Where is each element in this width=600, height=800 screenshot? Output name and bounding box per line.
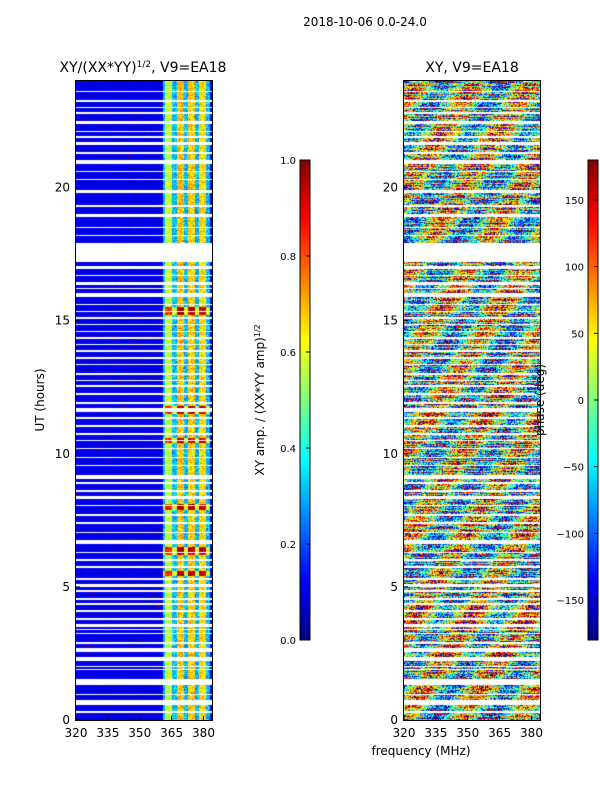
y-tick-label: 0 (390, 713, 398, 727)
y-tick-label: 15 (55, 314, 70, 328)
amplitude-heatmap (76, 81, 212, 720)
x-tick-label: 380 (192, 726, 215, 740)
colorbar-tick-label: 0.0 (280, 636, 296, 647)
amplitude-plot-frame (75, 80, 213, 721)
phase-colorbar-label: phase (deg) (533, 364, 547, 436)
phase-x-axis: 320 335 350 365 380 (393, 716, 543, 740)
y-tick-label: 5 (62, 580, 70, 594)
x-tick-label: 350 (456, 726, 479, 740)
x-tick-label: 365 (488, 726, 511, 740)
amplitude-y-axis: 0 5 10 15 20 (55, 181, 80, 727)
x-tick-label: 320 (65, 726, 88, 740)
phase-panel-title: XY, V9=EA18 (425, 60, 519, 76)
colorbar-tick-label: 0.2 (280, 540, 296, 551)
colorbar-tick-label: 100 (565, 263, 584, 274)
amplitude-panel-title: XY/(XX*YY)1/2, V9=EA18 (60, 60, 227, 76)
amplitude-colorbar-gradient (299, 159, 311, 641)
y-tick-label: 15 (383, 314, 398, 328)
colorbar-tick-label: 0 (578, 396, 584, 407)
x-tick-label: 335 (96, 726, 119, 740)
x-axis-label: frequency (MHz) (371, 744, 470, 758)
y-tick-label: 0 (62, 713, 70, 727)
x-tick-label: 335 (424, 726, 447, 740)
amplitude-x-axis: 320 335 350 365 380 (65, 716, 215, 740)
y-tick-label: 20 (383, 181, 398, 195)
phase-colorbar-ticks: −150 −100 −50 0 50 100 150 (557, 196, 598, 607)
amplitude-colorbar-ticks: 0.0 0.2 0.4 0.6 0.8 1.0 (280, 156, 310, 647)
amplitude-colorbar-label-exponent: 1/2 (253, 324, 262, 337)
colorbar-tick-label: 0.6 (280, 348, 296, 359)
y-tick-label: 10 (383, 447, 398, 461)
x-tick-label: 365 (160, 726, 183, 740)
colorbar-tick-label: −100 (557, 529, 584, 540)
colorbar-tick-label: −50 (563, 463, 584, 474)
y-tick-label: 20 (55, 181, 70, 195)
colorbar-tick-label: 0.8 (280, 252, 296, 263)
colorbar-tick-label: 0.4 (280, 444, 296, 455)
amplitude-colorbar-label-main: XY amp. / (XX*YY amp) (253, 337, 267, 475)
phase-colorbar: −150 −100 −50 0 50 100 150 phase (deg) (533, 159, 599, 641)
phase-y-axis: 0 5 10 15 20 (383, 181, 408, 727)
amplitude-title-tail: , V9=EA18 (151, 60, 226, 76)
phase-heatmap (404, 81, 540, 720)
phase-panel: XY, V9=EA18 320 335 350 365 380 0 5 10 15 20 (383, 60, 543, 740)
amplitude-title-exponent: 1/2 (137, 60, 151, 70)
amplitude-colorbar: 0.0 0.2 0.4 0.6 0.8 1.0 XY amp. / (XX*YY amp)… (253, 156, 311, 647)
amplitude-title-main: XY/(XX*YY) (60, 60, 137, 76)
amplitude-panel: XY/(XX*YY)1/2, V9=EA18 320 335 350 365 380 0… (55, 60, 227, 740)
x-tick-label: 380 (520, 726, 543, 740)
y-axis-label: UT (hours) (33, 368, 47, 431)
colorbar-tick-label: 1.0 (280, 156, 296, 167)
figure-suptitle: 2018-10-06 0.0-24.0 (303, 15, 427, 29)
x-tick-label: 320 (393, 726, 416, 740)
y-tick-label: 5 (390, 580, 398, 594)
colorbar-tick-label: 50 (571, 329, 584, 340)
phase-plot-frame (403, 80, 541, 721)
x-tick-label: 350 (128, 726, 151, 740)
colorbar-tick-label: −150 (557, 596, 584, 607)
y-tick-label: 10 (55, 447, 70, 461)
amplitude-colorbar-label: XY amp. / (XX*YY amp)1/2 (253, 324, 268, 475)
colorbar-tick-label: 150 (565, 196, 584, 207)
